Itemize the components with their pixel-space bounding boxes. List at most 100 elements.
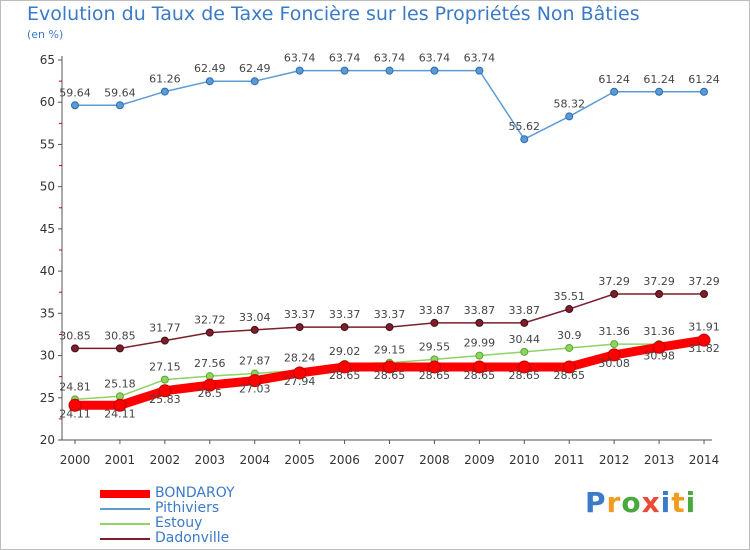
data-label-pithiviers: 61.24 xyxy=(598,73,630,86)
x-tick-label: 2007 xyxy=(374,453,405,467)
data-point-pithiviers xyxy=(205,77,214,86)
data-point-estouy xyxy=(115,392,124,401)
x-tick-label: 2000 xyxy=(60,453,91,467)
x-tick-label: 2004 xyxy=(239,453,270,467)
data-point-bondaroy xyxy=(158,384,172,398)
data-label-estouy: 29.55 xyxy=(419,340,451,353)
data-label-pithiviers: 63.74 xyxy=(329,52,361,65)
data-point-pithiviers xyxy=(655,87,664,96)
logo-letter: o xyxy=(621,486,642,519)
data-label-dadonville: 37.29 xyxy=(643,275,675,288)
data-label-pithiviers: 63.74 xyxy=(464,52,496,65)
data-point-dadonville xyxy=(475,318,484,327)
y-tick-label: 45 xyxy=(40,222,55,236)
legend-swatch-bondaroy xyxy=(100,489,150,498)
data-label-estouy: 28.24 xyxy=(284,351,316,364)
x-tick-label: 2012 xyxy=(599,453,630,467)
legend-item-pithiviers: Pithiviers xyxy=(100,500,300,516)
legend: BONDAROY Pithiviers Estouy Dadonville xyxy=(100,485,300,546)
x-tick-label: 2006 xyxy=(329,453,360,467)
data-point-pithiviers xyxy=(700,87,709,96)
data-point-estouy xyxy=(475,351,484,360)
data-label-bondaroy: 27.94 xyxy=(284,375,316,388)
data-label-estouy: 30.9 xyxy=(557,329,582,342)
data-point-bondaroy xyxy=(338,360,352,374)
data-label-estouy: 25.18 xyxy=(104,377,136,390)
data-label-bondaroy: 24.11 xyxy=(59,407,91,420)
x-tick-label: 2008 xyxy=(419,453,450,467)
data-label-pithiviers: 55.62 xyxy=(509,120,541,133)
data-label-pithiviers: 62.49 xyxy=(194,62,226,75)
data-label-dadonville: 33.87 xyxy=(464,304,496,317)
legend-label-pithiviers: Pithiviers xyxy=(155,500,220,516)
data-point-bondaroy xyxy=(697,333,711,347)
legend-label-estouy: Estouy xyxy=(155,515,203,531)
data-point-bondaroy xyxy=(293,366,307,380)
data-point-pithiviers xyxy=(475,66,484,75)
data-label-pithiviers: 63.74 xyxy=(374,52,406,65)
data-label-bondaroy: 26.5 xyxy=(198,387,223,400)
data-point-pithiviers xyxy=(430,66,439,75)
y-tick-label: 35 xyxy=(40,306,55,320)
y-tick-label: 40 xyxy=(40,264,55,278)
x-tick-label: 2014 xyxy=(689,453,720,467)
data-label-estouy: 29.99 xyxy=(464,337,496,350)
data-point-bondaroy xyxy=(652,340,666,354)
data-point-pithiviers xyxy=(160,87,169,96)
data-label-dadonville: 37.29 xyxy=(688,275,720,288)
data-label-dadonville: 32.72 xyxy=(194,314,226,327)
data-label-estouy: 29.15 xyxy=(374,344,406,357)
data-point-bondaroy xyxy=(472,360,486,374)
data-point-dadonville xyxy=(700,289,709,298)
data-label-pithiviers: 62.49 xyxy=(239,62,271,75)
data-point-pithiviers xyxy=(250,77,259,86)
data-label-estouy: 27.15 xyxy=(149,361,181,374)
data-label-estouy: 30.44 xyxy=(509,333,541,346)
data-point-bondaroy xyxy=(562,360,576,374)
data-point-dadonville xyxy=(385,323,394,332)
data-point-bondaroy xyxy=(383,360,397,374)
data-label-estouy: 31.36 xyxy=(643,325,675,338)
data-point-pithiviers xyxy=(340,66,349,75)
data-label-dadonville: 37.29 xyxy=(598,275,630,288)
x-tick-label: 2001 xyxy=(105,453,136,467)
data-point-pithiviers xyxy=(610,87,619,96)
data-point-dadonville xyxy=(655,289,664,298)
data-label-dadonville: 33.37 xyxy=(284,308,316,321)
proxiti-logo: Proxiti xyxy=(585,486,696,519)
legend-item-estouy: Estouy xyxy=(100,515,300,531)
data-point-estouy xyxy=(205,372,214,381)
data-point-pithiviers xyxy=(565,112,574,121)
data-label-pithiviers: 63.74 xyxy=(419,52,451,65)
data-label-pithiviers: 59.64 xyxy=(104,86,136,99)
data-point-bondaroy xyxy=(517,360,531,374)
data-label-bondaroy: 28.65 xyxy=(419,369,451,382)
data-point-dadonville xyxy=(520,318,529,327)
data-label-dadonville: 35.51 xyxy=(553,290,585,303)
data-label-dadonville: 33.87 xyxy=(509,304,541,317)
data-label-bondaroy: 28.65 xyxy=(464,369,496,382)
y-tick-label: 20 xyxy=(40,433,55,447)
data-label-estouy: 31.91 xyxy=(688,320,720,333)
x-tick-label: 2011 xyxy=(554,453,585,467)
data-point-dadonville xyxy=(565,305,574,314)
data-label-pithiviers: 61.24 xyxy=(688,73,720,86)
data-label-pithiviers: 63.74 xyxy=(284,52,316,65)
data-point-pithiviers xyxy=(385,66,394,75)
data-point-dadonville xyxy=(430,318,439,327)
data-label-bondaroy: 27.03 xyxy=(239,383,271,396)
logo-letter: P xyxy=(585,486,607,519)
y-tick-label: 50 xyxy=(40,180,55,194)
data-label-dadonville: 31.77 xyxy=(149,322,181,335)
data-point-dadonville xyxy=(610,289,619,298)
data-label-bondaroy: 28.65 xyxy=(329,369,361,382)
data-label-estouy: 31.36 xyxy=(598,325,630,338)
data-point-bondaroy xyxy=(203,378,217,392)
x-tick-label: 2002 xyxy=(150,453,181,467)
data-label-dadonville: 30.85 xyxy=(59,329,91,342)
legend-label-bondaroy: BONDAROY xyxy=(155,485,235,501)
data-label-bondaroy: 30.98 xyxy=(643,349,675,362)
data-label-dadonville: 33.04 xyxy=(239,311,271,324)
data-label-estouy: 24.81 xyxy=(59,380,91,393)
